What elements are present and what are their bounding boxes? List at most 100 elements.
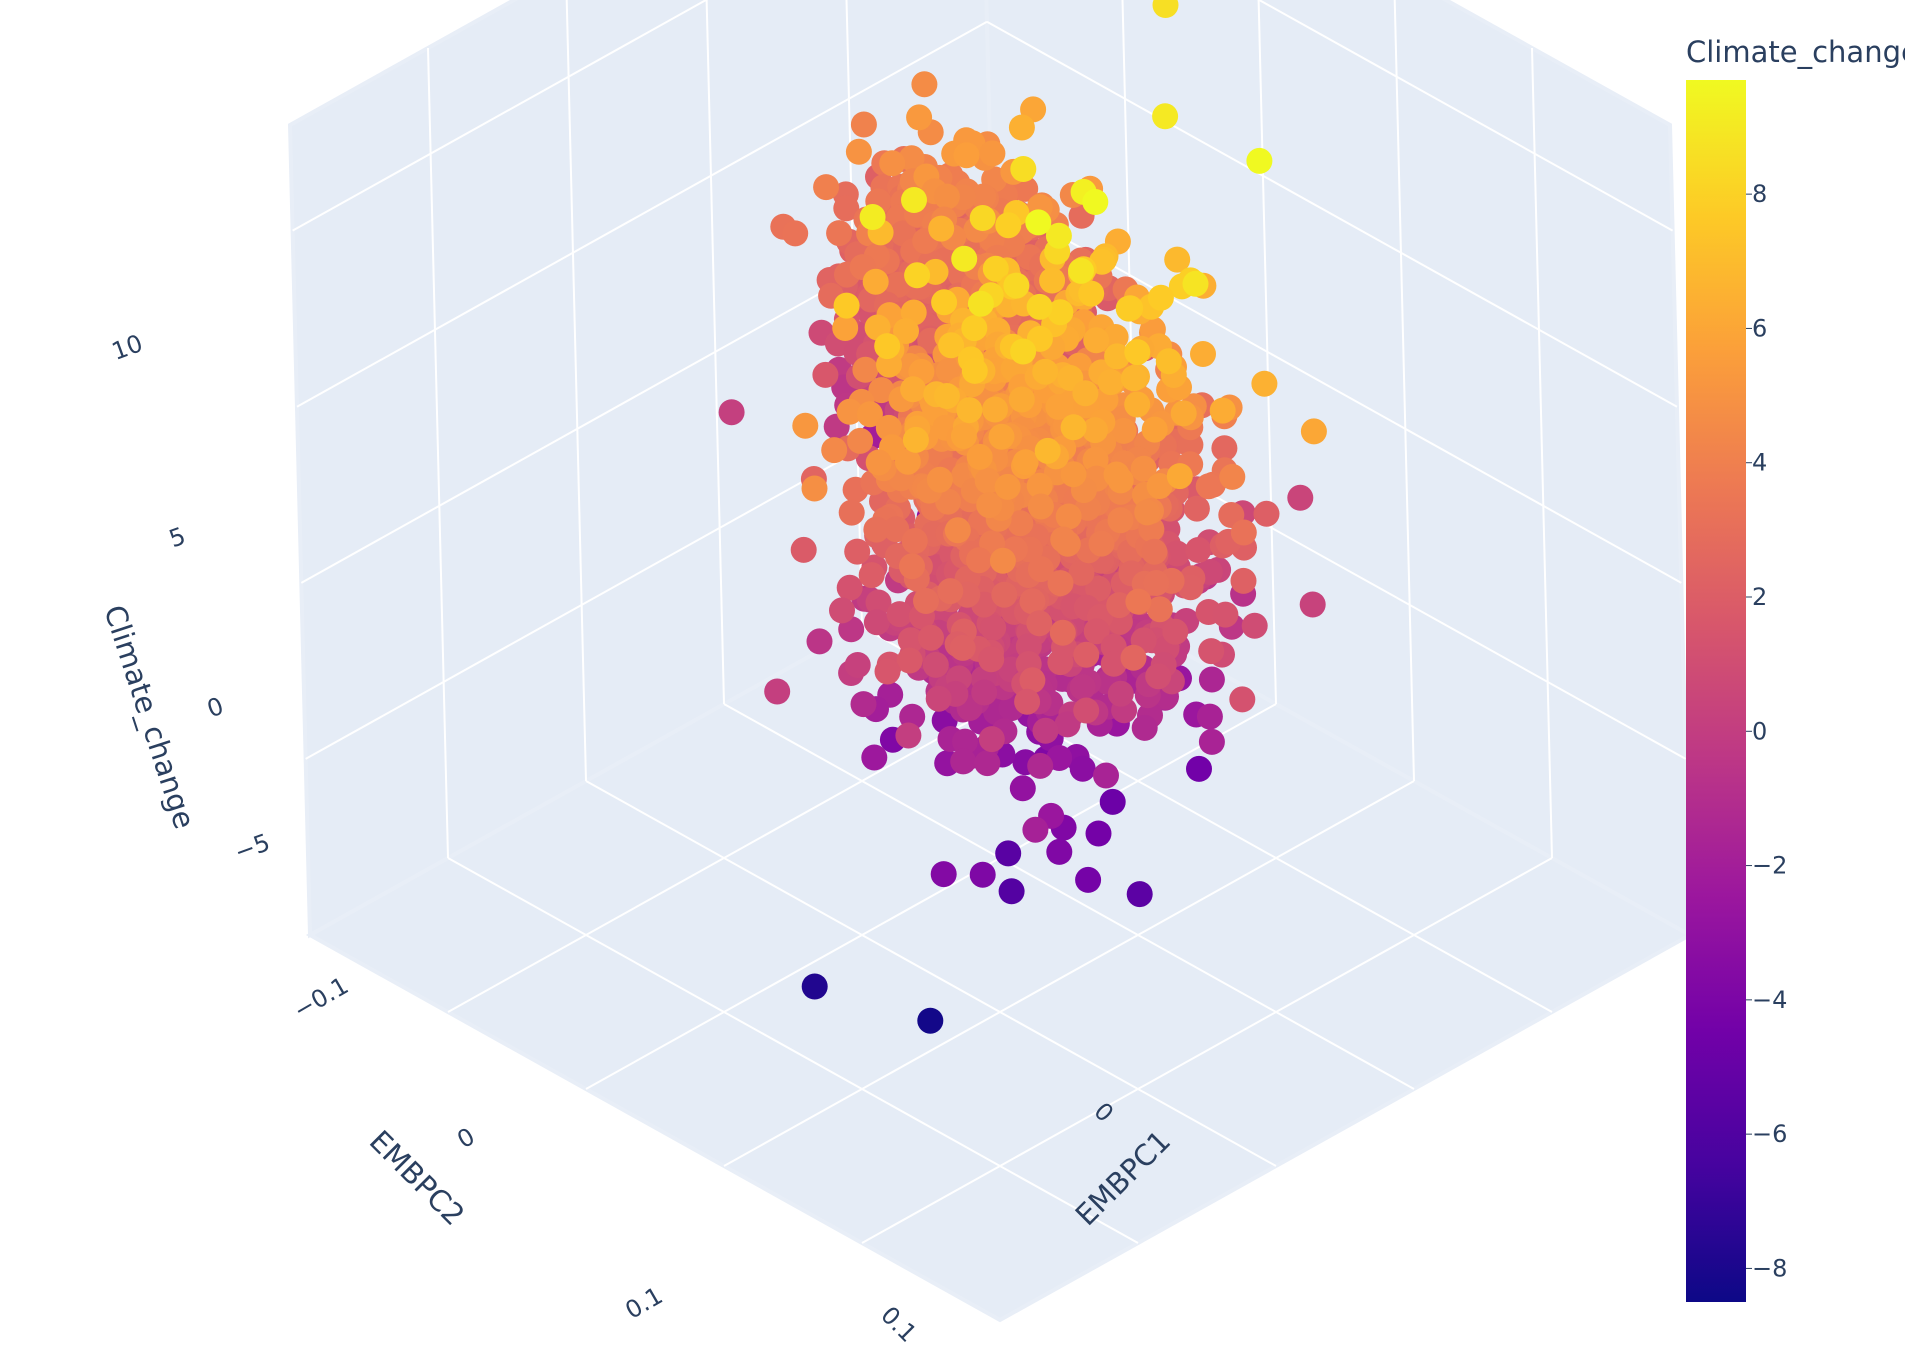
data-point[interactable] bbox=[1047, 649, 1074, 676]
data-point[interactable] bbox=[829, 597, 855, 624]
data-point[interactable] bbox=[906, 104, 933, 131]
data-point[interactable] bbox=[896, 647, 923, 674]
data-point[interactable] bbox=[995, 840, 1022, 867]
data-point[interactable] bbox=[1211, 435, 1238, 462]
data-point[interactable] bbox=[998, 878, 1025, 905]
data-point[interactable] bbox=[812, 361, 839, 388]
data-point[interactable] bbox=[1152, 103, 1179, 130]
data-point[interactable] bbox=[950, 748, 977, 775]
data-point[interactable] bbox=[922, 651, 949, 678]
data-point[interactable] bbox=[1093, 762, 1119, 789]
data-point[interactable] bbox=[980, 614, 1007, 641]
data-point[interactable] bbox=[944, 517, 971, 544]
data-point[interactable] bbox=[1073, 697, 1100, 724]
data-point[interactable] bbox=[1145, 663, 1172, 690]
data-point[interactable] bbox=[967, 290, 994, 317]
data-point[interactable] bbox=[1008, 114, 1035, 141]
data-point[interactable] bbox=[991, 581, 1018, 608]
data-point[interactable] bbox=[1190, 341, 1216, 367]
data-point[interactable] bbox=[1212, 601, 1239, 628]
data-point[interactable] bbox=[988, 423, 1015, 450]
data-point[interactable] bbox=[1060, 461, 1087, 488]
data-point[interactable] bbox=[868, 377, 895, 404]
data-point[interactable] bbox=[1143, 570, 1170, 596]
data-point[interactable] bbox=[1146, 473, 1173, 499]
data-point[interactable] bbox=[928, 215, 955, 242]
data-point[interactable] bbox=[969, 205, 996, 231]
data-point[interactable] bbox=[974, 467, 1001, 494]
data-point[interactable] bbox=[1003, 272, 1030, 299]
data-point[interactable] bbox=[1102, 324, 1129, 350]
data-point[interactable] bbox=[886, 601, 913, 628]
data-point[interactable] bbox=[1027, 752, 1054, 779]
data-point[interactable] bbox=[1230, 567, 1257, 594]
data-point[interactable] bbox=[994, 473, 1021, 500]
data-point[interactable] bbox=[862, 268, 889, 295]
data-point[interactable] bbox=[1198, 638, 1225, 665]
data-point[interactable] bbox=[1164, 540, 1190, 567]
data-point[interactable] bbox=[931, 289, 958, 316]
data-point[interactable] bbox=[1068, 559, 1095, 586]
data-point[interactable] bbox=[1120, 644, 1147, 671]
data-point[interactable] bbox=[833, 195, 860, 222]
data-point[interactable] bbox=[1082, 417, 1108, 444]
data-point[interactable] bbox=[1164, 246, 1191, 273]
data-point[interactable] bbox=[1026, 610, 1053, 637]
data-point[interactable] bbox=[1251, 370, 1278, 397]
data-point[interactable] bbox=[1185, 537, 1212, 563]
data-point[interactable] bbox=[971, 679, 998, 706]
data-point[interactable] bbox=[895, 722, 922, 749]
data-point[interactable] bbox=[1209, 397, 1236, 424]
data-point[interactable] bbox=[902, 426, 929, 453]
data-point[interactable] bbox=[1146, 596, 1173, 623]
data-point[interactable] bbox=[1027, 556, 1054, 583]
data-point[interactable] bbox=[1054, 530, 1081, 557]
data-point[interactable] bbox=[913, 588, 939, 614]
data-point[interactable] bbox=[979, 140, 1006, 167]
data-point[interactable] bbox=[1060, 414, 1087, 441]
data-point[interactable] bbox=[938, 332, 965, 359]
data-point[interactable] bbox=[1026, 472, 1053, 499]
data-point[interactable] bbox=[1115, 295, 1142, 322]
data-point[interactable] bbox=[1083, 327, 1110, 354]
data-point[interactable] bbox=[1009, 775, 1036, 802]
data-point[interactable] bbox=[1069, 674, 1096, 701]
data-point[interactable] bbox=[1055, 503, 1082, 530]
data-point[interactable] bbox=[718, 399, 745, 426]
data-point[interactable] bbox=[1027, 493, 1054, 520]
data-point[interactable] bbox=[1104, 343, 1131, 370]
data-point[interactable] bbox=[883, 516, 910, 543]
data-point[interactable] bbox=[1141, 416, 1168, 443]
data-point[interactable] bbox=[1014, 688, 1041, 715]
data-point[interactable] bbox=[1107, 507, 1134, 534]
data-point[interactable] bbox=[949, 634, 976, 661]
data-point[interactable] bbox=[859, 204, 886, 230]
data-point[interactable] bbox=[1026, 293, 1053, 320]
data-point[interactable] bbox=[1162, 618, 1189, 645]
data-point[interactable] bbox=[1299, 591, 1326, 618]
data-point[interactable] bbox=[969, 861, 996, 888]
data-point[interactable] bbox=[1198, 728, 1225, 755]
data-point[interactable] bbox=[1072, 380, 1099, 407]
data-point[interactable] bbox=[1012, 449, 1039, 476]
data-point[interactable] bbox=[976, 492, 1003, 519]
data-point[interactable] bbox=[1219, 463, 1246, 490]
data-point[interactable] bbox=[1034, 437, 1061, 464]
data-point[interactable] bbox=[978, 726, 1005, 753]
data-point[interactable] bbox=[782, 220, 809, 247]
data-point[interactable] bbox=[982, 396, 1008, 423]
data-point[interactable] bbox=[1085, 575, 1112, 602]
data-point[interactable] bbox=[930, 861, 957, 888]
data-point[interactable] bbox=[925, 685, 952, 712]
data-point[interactable] bbox=[1246, 147, 1273, 174]
data-point[interactable] bbox=[995, 212, 1022, 239]
data-point[interactable] bbox=[1166, 463, 1193, 490]
data-point[interactable] bbox=[764, 678, 791, 705]
data-point[interactable] bbox=[826, 220, 853, 247]
data-point[interactable] bbox=[1073, 641, 1100, 668]
data-point[interactable] bbox=[879, 150, 906, 177]
data-point[interactable] bbox=[874, 658, 901, 685]
data-point[interactable] bbox=[1047, 570, 1074, 597]
data-point[interactable] bbox=[1068, 257, 1094, 284]
data-point[interactable] bbox=[1182, 270, 1209, 297]
